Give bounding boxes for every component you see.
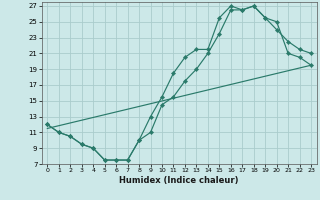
X-axis label: Humidex (Indice chaleur): Humidex (Indice chaleur)	[119, 176, 239, 185]
